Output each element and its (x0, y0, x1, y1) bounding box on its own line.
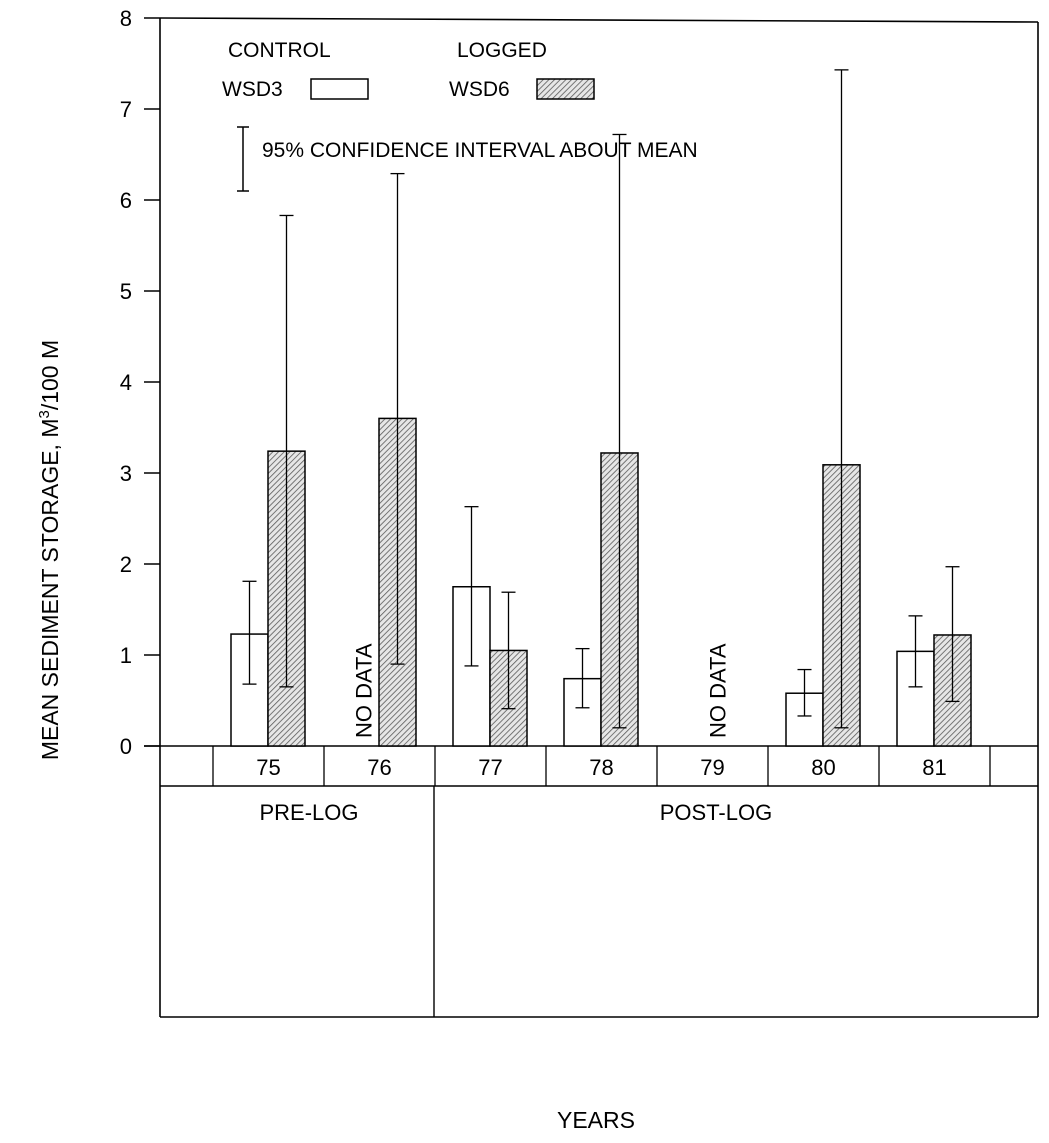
period-label: POST-LOG (660, 800, 772, 825)
y-tick-label: 7 (120, 97, 132, 122)
legend-control-swatch (310, 78, 369, 100)
y-tick-label: 0 (120, 734, 132, 759)
y-tick-label: 6 (120, 188, 132, 213)
y-tick-label: 2 (120, 552, 132, 577)
y-tick-label: 1 (120, 643, 132, 668)
x-tick-label: 79 (700, 755, 724, 780)
x-tick-label: 76 (367, 755, 391, 780)
legend-control-label: WSD3 (222, 78, 283, 101)
year-cell-dividers (212, 746, 991, 786)
legend-ci-text: 95% CONFIDENCE INTERVAL ABOUT MEAN (262, 139, 698, 162)
legend-ci-symbol (237, 126, 249, 192)
y-tick-label: 4 (120, 370, 132, 395)
legend-logged-label: WSD6 (449, 78, 510, 101)
x-tick-label: 78 (589, 755, 613, 780)
y-axis: 0 1 2 3 4 5 6 7 8 (120, 6, 160, 759)
legend: CONTROL LOGGED WSD3 WSD6 95% CONFIDENCE … (222, 39, 698, 192)
legend-control-heading: CONTROL (228, 39, 331, 62)
x-tick-label: 75 (256, 755, 280, 780)
period-label: PRE-LOG (259, 800, 358, 825)
no-data-label: NO DATA (352, 643, 377, 738)
period-labels: PRE-LOG POST-LOG (259, 800, 772, 825)
legend-logged-swatch (536, 78, 595, 100)
x-axis-title: YEARS (557, 1107, 635, 1133)
x-tick-label: 77 (478, 755, 502, 780)
plot-frame-top (159, 17, 1039, 23)
y-tick-label: 8 (120, 6, 132, 31)
y-tick-label: 5 (120, 279, 132, 304)
legend-logged-heading: LOGGED (457, 39, 547, 62)
bars (230, 69, 972, 747)
no-data-label: NO DATA (706, 643, 731, 738)
y-axis-title: MEAN SEDIMENT STORAGE, M3/100 M (36, 340, 63, 760)
x-tick-label: 80 (811, 755, 835, 780)
x-tick-label: 81 (922, 755, 946, 780)
x-tick-labels: 75 76 77 78 79 80 81 (256, 755, 946, 780)
y-tick-label: 3 (120, 461, 132, 486)
no-data-labels: NO DATA NO DATA (352, 643, 731, 738)
